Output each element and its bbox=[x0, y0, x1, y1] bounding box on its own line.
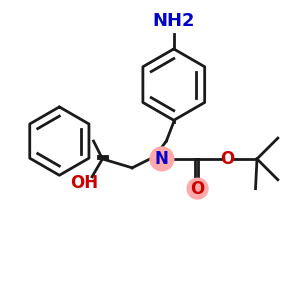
Circle shape bbox=[150, 147, 174, 171]
Circle shape bbox=[187, 178, 208, 199]
Text: NH2: NH2 bbox=[152, 12, 195, 30]
Text: O: O bbox=[190, 180, 205, 198]
Text: O: O bbox=[220, 150, 234, 168]
Text: OH: OH bbox=[70, 174, 99, 192]
Text: N: N bbox=[155, 150, 169, 168]
